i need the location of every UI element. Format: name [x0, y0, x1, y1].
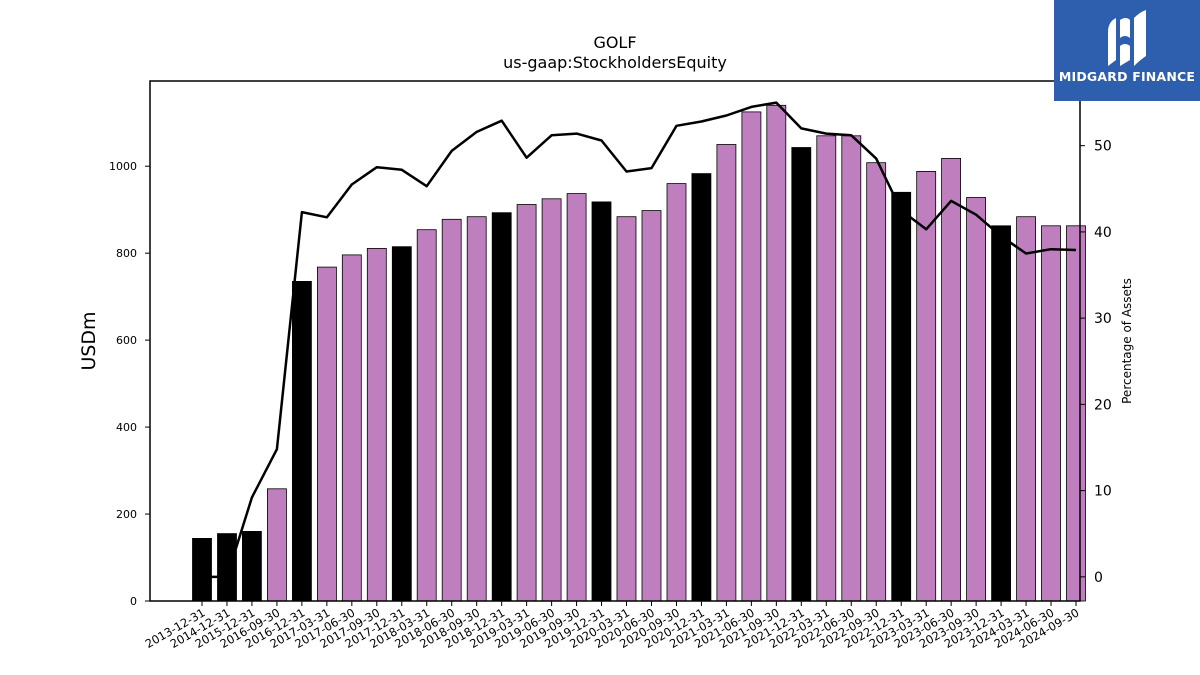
bar	[341, 254, 362, 602]
bar	[291, 280, 312, 602]
y2-tick-label: 10	[1094, 484, 1112, 500]
y-tick-label: 0	[130, 595, 137, 608]
plot-frame	[149, 80, 1081, 602]
bar	[991, 225, 1011, 602]
bar	[591, 201, 612, 602]
chart-subtitle: us-gaap:StockholdersEquity	[503, 53, 727, 72]
chart-title: GOLF	[593, 33, 636, 52]
y2-tick-label: 40	[1094, 225, 1112, 241]
bar	[516, 204, 537, 602]
bar	[192, 538, 212, 602]
bar	[466, 216, 487, 602]
y-tick-label: 400	[116, 421, 137, 434]
bar	[666, 183, 687, 602]
bar-series	[192, 104, 1086, 602]
midgard-m-logo-icon	[1108, 10, 1146, 66]
y-axis-label: USDm	[78, 311, 100, 370]
bar	[691, 173, 712, 602]
bar	[916, 170, 937, 602]
bar	[841, 135, 862, 602]
bar	[966, 197, 986, 602]
bar	[766, 104, 787, 602]
bar	[1041, 225, 1061, 602]
y2-tick-label: 0	[1094, 570, 1103, 586]
bar	[566, 193, 587, 602]
bar	[816, 135, 837, 602]
brand-logo: MIDGARD FINANCE	[1054, 0, 1200, 101]
bar	[866, 162, 887, 602]
bar	[217, 533, 237, 602]
bar	[891, 191, 912, 602]
bar	[1016, 216, 1036, 602]
bar	[1066, 225, 1086, 602]
y2-tick-label: 30	[1094, 311, 1112, 327]
y-axis-left: 0 200 400 600 800 1000	[109, 160, 150, 608]
bar	[441, 218, 462, 602]
bar	[241, 531, 262, 602]
brand-name: MIDGARD FINANCE	[1058, 69, 1196, 84]
bar	[791, 147, 812, 602]
bar	[541, 198, 562, 602]
y2-axis-label: Percentage of Assets	[1120, 278, 1134, 404]
bar	[641, 210, 662, 602]
bar	[491, 212, 512, 602]
percentage-line-series	[202, 101, 1077, 579]
y2-tick-label: 50	[1094, 139, 1112, 155]
x-axis: 2013-12-312014-12-312015-12-312016-09-30…	[143, 601, 1082, 651]
percentage-line	[202, 101, 1077, 579]
y-tick-label: 600	[116, 334, 137, 347]
bar	[941, 157, 961, 602]
y-tick-label: 1000	[109, 160, 137, 173]
bar	[616, 216, 637, 602]
bar	[416, 229, 437, 602]
bar	[316, 266, 337, 602]
bar	[266, 488, 287, 602]
bar	[366, 247, 387, 602]
y-tick-label: 800	[116, 247, 137, 260]
bar	[741, 111, 762, 602]
y2-tick-label: 20	[1094, 397, 1112, 413]
y-axis-right: 0 10 20 30 40 50	[1080, 139, 1112, 586]
bar	[391, 246, 412, 602]
bar	[716, 144, 737, 602]
y-tick-label: 200	[116, 508, 137, 521]
